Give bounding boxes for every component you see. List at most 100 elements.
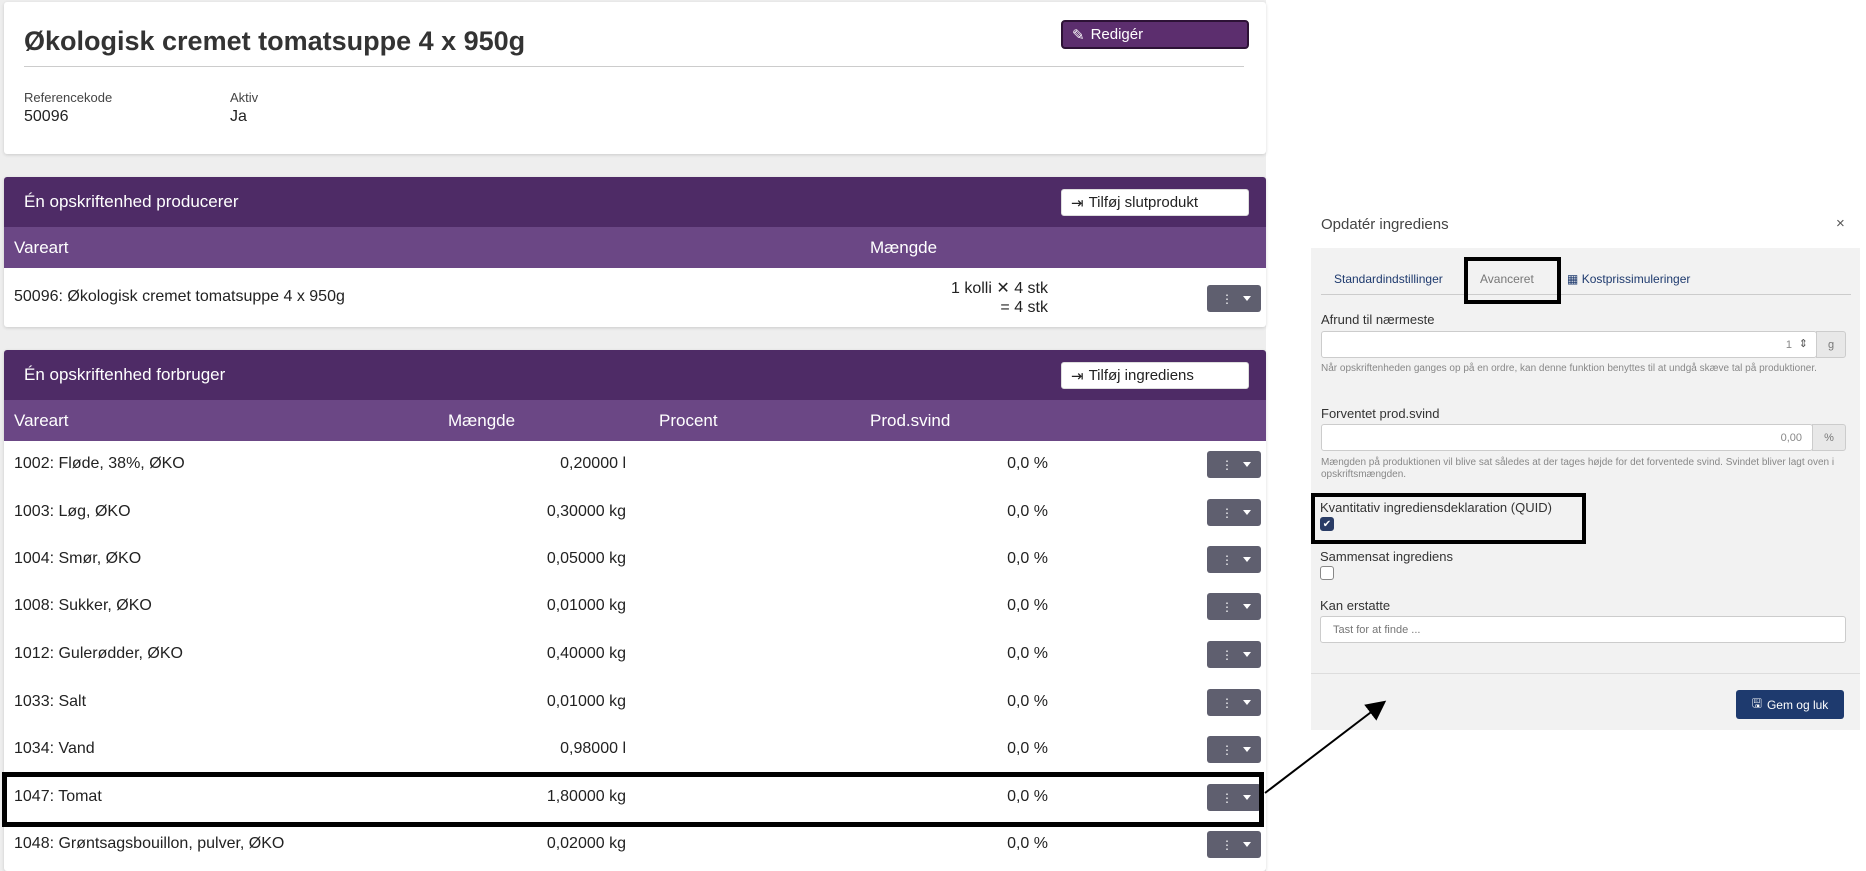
- svind-label: Forventet prod.svind: [1321, 406, 1440, 421]
- svind-value: 0,00: [1780, 432, 1802, 444]
- ingredient-name: 1012: Gulerødder, ØKO: [14, 645, 183, 662]
- ingredient-amount: 0,20000 l: [560, 455, 626, 472]
- quid-checkbox[interactable]: ✔: [1320, 517, 1334, 531]
- ingredient-prodsvind: 0,0 %: [1007, 740, 1048, 757]
- tab-standardindstillinger[interactable]: Standardindstillinger: [1334, 272, 1443, 286]
- tab-avanceret[interactable]: Avanceret: [1480, 272, 1534, 286]
- highlight-selected-row: [2, 772, 1264, 827]
- chevron-down-icon: [1243, 700, 1251, 705]
- kebab-icon: ⋮: [1221, 457, 1233, 472]
- add-end-product-button[interactable]: ⇥ Tilføj slutprodukt: [1061, 189, 1249, 216]
- check-icon: ✔: [1322, 518, 1332, 530]
- edit-icon: ✎: [1072, 26, 1085, 44]
- table-row: 1012: Gulerødder, ØKO 0,40000 kg 0,0 % ⋮: [4, 631, 1266, 678]
- chevron-down-icon: [1243, 652, 1251, 657]
- kebab-icon: ⋮: [1221, 742, 1233, 757]
- save-icon: 🖫: [1751, 696, 1762, 710]
- stepper-icon[interactable]: ⇕: [1798, 338, 1808, 350]
- tab-kostprissimuleringer[interactable]: ▦ Kostprissimuleringer: [1567, 272, 1690, 286]
- ingredient-amount: 0,02000 kg: [546, 835, 626, 852]
- chevron-down-icon: [1243, 557, 1251, 562]
- sign-in-icon: ⇥: [1071, 367, 1084, 385]
- quid-label: Kvantitativ ingrediensdeklaration (QUID): [1320, 500, 1552, 515]
- quantity-line-2: = 4 stk: [1000, 299, 1048, 316]
- svind-help: Mængden på produktionen vil blive sat så…: [1321, 457, 1835, 480]
- table-row: 1008: Sukker, ØKO 0,01000 kg 0,0 % ⋮: [4, 583, 1266, 630]
- ingredient-amount: 0,01000 kg: [546, 597, 626, 614]
- add-ingredient-button[interactable]: ⇥ Tilføj ingrediens: [1061, 362, 1249, 389]
- produces-section: Én opskriftenhed producerer ⇥ Tilføj slu…: [4, 177, 1266, 327]
- row-actions-button[interactable]: ⋮: [1207, 285, 1261, 312]
- kebab-icon: ⋮: [1221, 505, 1233, 520]
- ingredient-name: 1033: Salt: [14, 693, 87, 710]
- quantity-line-1: 1 kolli ✕ 4 stk: [951, 280, 1048, 297]
- modal-title: Opdatér ingrediens: [1321, 216, 1449, 233]
- reference-code-label: Referencekode: [24, 90, 113, 105]
- ingredient-name: 1034: Vand: [14, 740, 95, 757]
- ingredient-prodsvind: 0,0 %: [1007, 503, 1048, 520]
- composite-label: Sammensat ingrediens: [1320, 549, 1453, 564]
- ingredient-name: 1002: Fløde, 38%, ØKO: [14, 455, 185, 472]
- ingredient-amount: 0,05000 kg: [546, 550, 626, 567]
- close-icon[interactable]: ×: [1836, 215, 1845, 232]
- kebab-icon: ⋮: [1221, 599, 1233, 614]
- chevron-down-icon: [1243, 795, 1251, 800]
- table-row: 1033: Salt 0,01000 kg 0,0 % ⋮: [4, 679, 1266, 726]
- row-actions-button[interactable]: ⋮: [1207, 641, 1261, 668]
- svind-unit: %: [1812, 424, 1846, 451]
- column-header-vareart: Vareart: [14, 411, 69, 430]
- consumes-section-title: Én opskriftenhed forbruger: [24, 365, 226, 384]
- row-actions-button[interactable]: ⋮: [1207, 546, 1261, 573]
- edit-button[interactable]: ✎ Redigér: [1061, 20, 1249, 49]
- product-name: 50096: Økologisk cremet tomatsuppe 4 x 9…: [14, 288, 345, 305]
- table-row: 1002: Fløde, 38%, ØKO 0,20000 l 0,0 % ⋮: [4, 441, 1266, 488]
- column-header-procent: Procent: [659, 411, 718, 430]
- column-header-maengde: Mængde: [870, 238, 938, 257]
- replace-search-input[interactable]: [1320, 616, 1846, 643]
- column-header-prodsvind: Prod.svind: [870, 411, 951, 430]
- add-end-product-label: Tilføj slutprodukt: [1088, 194, 1199, 211]
- row-actions-button[interactable]: ⋮: [1207, 736, 1261, 763]
- chevron-down-icon: [1243, 747, 1251, 752]
- produces-section-header: Én opskriftenhed producerer ⇥ Tilføj slu…: [4, 177, 1266, 227]
- kebab-icon: ⋮: [1221, 837, 1233, 852]
- ingredient-amount: 0,30000 kg: [546, 503, 626, 520]
- ingredient-prodsvind: 0,0 %: [1007, 788, 1048, 805]
- active-value: Ja: [230, 108, 247, 125]
- table-row: 50096: Økologisk cremet tomatsuppe 4 x 9…: [4, 268, 1266, 327]
- replace-label: Kan erstatte: [1320, 598, 1391, 613]
- row-actions-button[interactable]: ⋮: [1207, 831, 1261, 858]
- product-header-card: Økologisk cremet tomatsuppe 4 x 950g ✎ R…: [4, 2, 1266, 154]
- round-unit: g: [1816, 331, 1846, 358]
- ingredient-prodsvind: 0,0 %: [1007, 693, 1048, 710]
- row-actions-button[interactable]: ⋮: [1207, 593, 1261, 620]
- sign-in-icon: ⇥: [1071, 194, 1084, 212]
- svind-input[interactable]: 0,00: [1321, 424, 1813, 451]
- chevron-down-icon: [1243, 510, 1251, 515]
- chevron-down-icon: [1243, 842, 1251, 847]
- row-actions-button[interactable]: ⋮: [1207, 451, 1261, 478]
- add-ingredient-label: Tilføj ingrediens: [1088, 367, 1194, 384]
- round-input[interactable]: 1 ⇕: [1321, 331, 1817, 358]
- tab-kostprissimuleringer-label: Kostprissimuleringer: [1581, 272, 1691, 286]
- save-and-close-button[interactable]: 🖫 Gem og luk: [1736, 690, 1844, 719]
- row-actions-button[interactable]: ⋮: [1207, 784, 1261, 811]
- row-actions-button[interactable]: ⋮: [1207, 499, 1261, 526]
- reference-code-value: 50096: [24, 108, 69, 125]
- table-row: 1004: Smør, ØKO 0,05000 kg 0,0 % ⋮: [4, 536, 1266, 583]
- ingredient-prodsvind: 0,0 %: [1007, 597, 1048, 614]
- column-header-maengde: Mængde: [448, 411, 516, 430]
- ingredient-prodsvind: 0,0 %: [1007, 455, 1048, 472]
- chevron-down-icon: [1243, 296, 1251, 301]
- composite-checkbox[interactable]: [1320, 566, 1334, 580]
- save-and-close-label: Gem og luk: [1766, 697, 1829, 712]
- ingredient-amount: 0,98000 l: [560, 740, 626, 757]
- ingredient-name: 1004: Smør, ØKO: [14, 550, 142, 567]
- consumes-section-header: Én opskriftenhed forbruger ⇥ Tilføj ingr…: [4, 350, 1266, 400]
- ingredient-prodsvind: 0,0 %: [1007, 550, 1048, 567]
- ingredient-name: 1047: Tomat: [14, 788, 102, 805]
- ingredient-amount: 0,01000 kg: [546, 693, 626, 710]
- ingredient-prodsvind: 0,0 %: [1007, 645, 1048, 662]
- table-row: 1034: Vand 0,98000 l 0,0 % ⋮: [4, 726, 1266, 773]
- row-actions-button[interactable]: ⋮: [1207, 689, 1261, 716]
